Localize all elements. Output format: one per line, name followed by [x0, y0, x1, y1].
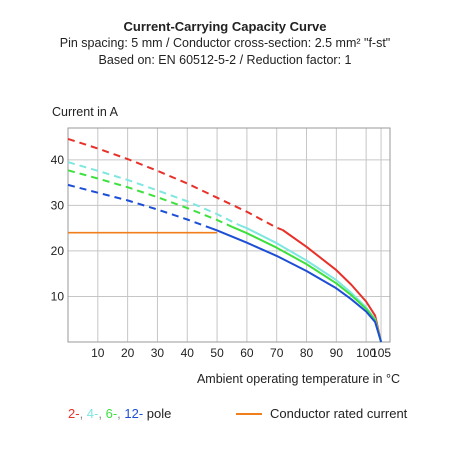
y-tick-label: 20 — [51, 244, 65, 258]
x-tick-label: 30 — [151, 346, 165, 360]
x-tick-label: 50 — [210, 346, 224, 360]
rated-current-swatch — [236, 413, 262, 415]
chart-title: Current-Carrying Capacity Curve — [123, 19, 327, 34]
rated-current-legend: Conductor rated current — [236, 405, 407, 423]
pole-legend-entry: 12- — [124, 406, 144, 421]
x-tick-label: 40 — [181, 346, 195, 360]
x-tick-label: 105 — [371, 346, 391, 360]
pole-legend-entry: 6- — [105, 406, 118, 421]
series-4-pole-dashed — [67, 161, 239, 226]
series-2-pole-dashed — [67, 137, 284, 231]
pole-legend-suffix: pole — [143, 406, 172, 421]
series-2-pole-solid — [282, 229, 383, 343]
y-tick-label: 40 — [51, 153, 65, 167]
plot-frame — [67, 127, 391, 343]
x-tick-label: 20 — [121, 346, 135, 360]
pole-legend-entry: , — [98, 406, 106, 421]
series-4-pole-solid — [237, 223, 383, 343]
series-12-pole-solid — [210, 227, 383, 343]
x-tick-label: 10 — [91, 346, 105, 360]
chart-subtitle-1: Pin spacing: 5 mm / Conductor cross-sect… — [59, 36, 391, 50]
x-tick-label: 60 — [240, 346, 254, 360]
pole-legend-entry: , — [79, 406, 87, 421]
y-tick-label: 30 — [51, 198, 65, 212]
pole-legend-entry: 4- — [86, 406, 99, 421]
x-tick-label: 100 — [356, 346, 376, 360]
pole-legend-entry: , — [117, 406, 125, 421]
y-tick-label: 10 — [51, 289, 65, 303]
x-tick-label: 70 — [270, 346, 284, 360]
series-6-pole-solid — [231, 225, 383, 343]
pole-legend-entry: 2- — [68, 406, 80, 421]
series-6-pole-dashed — [67, 169, 233, 228]
pole-legend: 2-, 4-, 6-, 12- pole — [68, 405, 171, 423]
rated-current-label: Conductor rated current — [270, 406, 408, 421]
x-axis-label: Ambient operating temperature in °C — [197, 372, 400, 386]
chart-subtitle-2: Based on: EN 60512-5-2 / Reduction facto… — [98, 53, 352, 67]
y-axis-label: Current in A — [52, 105, 119, 119]
pole-legend-entries: 2-, 4-, 6-, 12- — [68, 406, 143, 421]
x-tick-label: 90 — [330, 346, 344, 360]
series-12-pole-dashed — [67, 183, 212, 230]
x-tick-label: 80 — [300, 346, 314, 360]
